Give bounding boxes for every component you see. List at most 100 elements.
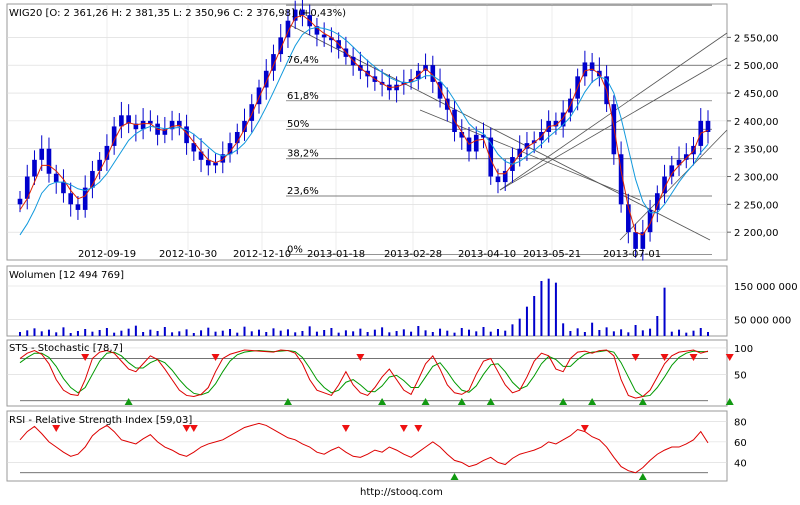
volume-bar [19, 332, 21, 336]
price-candle-body [321, 34, 327, 38]
price-x-tick-label: 2012-09-19 [78, 249, 136, 260]
stochastic-line [19, 349, 709, 399]
price-x-tick-label: 2013-04-10 [458, 249, 516, 260]
price-candle-body [481, 134, 486, 138]
volume-title: Wolumen [12 494 769] [9, 270, 124, 281]
price-candle-body [495, 176, 501, 183]
volume-bar [562, 323, 565, 336]
price-candle-body [517, 148, 523, 158]
volume-bar [634, 325, 637, 336]
volume-bar [337, 332, 340, 336]
price-y-tick-label: 2 450,00 [734, 89, 779, 100]
price-candle-body [524, 143, 530, 149]
buy-signal-marker [486, 398, 495, 405]
trendline-support [619, 129, 728, 241]
price-candle-body [647, 209, 653, 233]
volume-bar [410, 331, 413, 336]
volume-bar [69, 333, 72, 336]
rsi-y-tick-label: 40 [734, 458, 747, 469]
volume-bar [547, 278, 550, 336]
price-candle-body [184, 126, 189, 144]
price-candle-body [234, 132, 240, 144]
volume-bar [670, 331, 673, 336]
buy-signal-marker [638, 473, 647, 480]
price-candle-body [676, 159, 682, 166]
volume-bar [98, 330, 101, 336]
price-candle-body [213, 162, 218, 166]
price-candle-body [24, 176, 30, 199]
price-candle-body [394, 84, 399, 91]
price-x-tick-label: 2013-01-18 [307, 249, 365, 260]
buy-signal-marker [457, 398, 466, 405]
sell-signal-marker [356, 354, 365, 361]
volume-bar [663, 287, 666, 336]
volume-bar [504, 330, 507, 336]
volume-bar [583, 332, 586, 336]
fibonacci-label: 50% [287, 119, 309, 130]
volume-bar [243, 326, 246, 336]
volume-bar [294, 332, 297, 336]
buy-signal-marker [378, 398, 387, 405]
stochastic-y-tick-label: 100 [734, 344, 753, 355]
price-candle-body [633, 232, 638, 249]
volume-bar [26, 330, 29, 336]
rsi-title: RSI - Relative Strength Index [59,03] [9, 415, 192, 426]
volume-bar [352, 331, 355, 336]
volume-bar [373, 329, 376, 336]
price-candle-body [292, 9, 298, 21]
source-url: http://stooq.com [360, 487, 443, 498]
buy-signal-marker [124, 398, 133, 405]
volume-bar [265, 332, 268, 336]
price-candle-body [162, 129, 168, 135]
volume-bar [591, 322, 594, 336]
volume-bar [525, 306, 528, 336]
price-candle-body [46, 148, 52, 174]
rsi-panel-frame [6, 410, 728, 482]
price-candle-body [589, 62, 595, 71]
volume-bar [315, 331, 318, 336]
volume-bar [105, 328, 108, 336]
volume-bar [431, 332, 434, 336]
volume-bar [482, 327, 485, 336]
volume-bar [460, 328, 463, 336]
price-candle-body [119, 115, 124, 127]
price-candle-body [205, 159, 211, 166]
volume-y-tick-label: 50 000 000 [734, 315, 791, 326]
fibonacci-label: 38,2% [287, 149, 319, 160]
volume-bar [323, 330, 326, 336]
price-candle-body [227, 143, 233, 155]
price-title: WIG20 [O: 2 361,26 H: 2 381,35 L: 2 350,… [9, 8, 346, 19]
volume-bar [149, 329, 152, 336]
volume-bar [699, 328, 702, 336]
volume-bar [685, 332, 688, 336]
volume-bar [286, 329, 289, 336]
volume-bar [236, 332, 239, 336]
volume-bar [134, 325, 137, 336]
price-x-tick-label: 2013-07-01 [603, 249, 661, 260]
volume-bar [156, 331, 159, 336]
volume-bar [221, 330, 224, 336]
price-x-axis: 2012-09-19 2012-10-30 2012-12-10 2013-01-18… [78, 249, 661, 260]
price-candle-body [618, 154, 624, 205]
sell-signal-marker [631, 354, 640, 361]
stochastic-markers [81, 354, 734, 405]
price-candle-body [148, 120, 153, 124]
price-y-tick-label: 2 300,00 [734, 173, 779, 184]
sell-signal-marker [689, 354, 698, 361]
volume-bar [279, 330, 282, 336]
volume-bar [91, 331, 94, 336]
sell-signal-marker [414, 425, 423, 432]
trendline-down [285, 22, 711, 241]
volume-bar [641, 330, 644, 336]
price-candle-body [249, 104, 255, 121]
price-candle-body [111, 126, 117, 146]
volume-bar [33, 328, 36, 336]
volume-y-axis: 150 000 000 50 000 000 [734, 282, 798, 326]
volume-bar [598, 330, 601, 336]
volume-bar [612, 331, 615, 336]
buy-signal-marker [725, 398, 734, 405]
fibonacci-label: 61,8% [287, 91, 319, 102]
price-candle-body [263, 70, 269, 88]
volume-bar [163, 327, 166, 336]
price-candle-body [531, 140, 537, 144]
